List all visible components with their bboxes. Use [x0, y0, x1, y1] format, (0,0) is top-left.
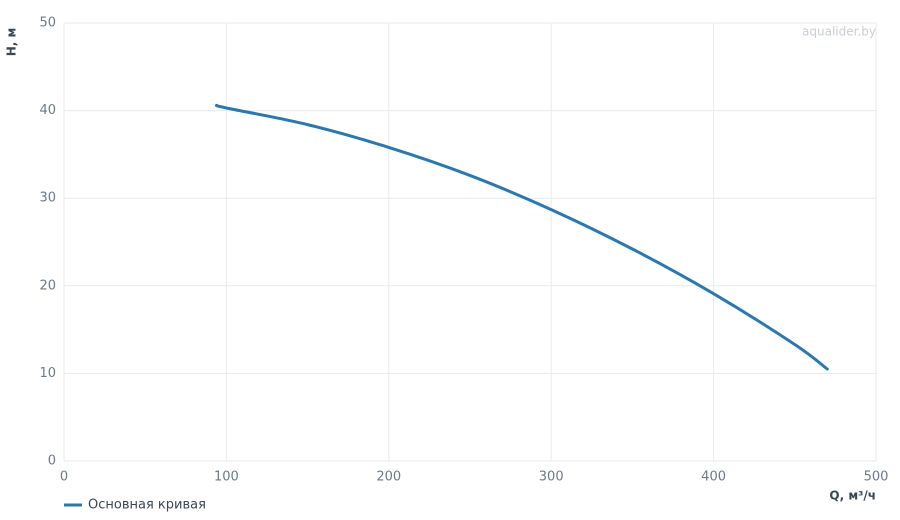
y-tick-label: 20 — [39, 278, 56, 293]
x-tick-label: 300 — [539, 470, 564, 485]
x-tick-label: 400 — [701, 470, 726, 485]
x-tick-label: 100 — [214, 470, 239, 485]
y-tick-label: 40 — [39, 103, 56, 118]
y-tick-label: 50 — [39, 16, 56, 31]
y-tick-label: 30 — [39, 191, 56, 206]
line — [214, 103, 829, 371]
x-axis-title: Q, м³/ч — [829, 489, 876, 503]
x-tick-label: 500 — [864, 470, 889, 485]
legend-label: Основная кривая — [88, 498, 206, 513]
y-axis-title: H, м — [5, 28, 19, 57]
watermark: aqualider.by — [802, 25, 876, 39]
y-tick-label: 0 — [48, 454, 56, 469]
x-tick-label: 200 — [376, 470, 401, 485]
y-tick-label: 10 — [39, 366, 56, 381]
x-tick-label: 0 — [60, 470, 68, 485]
